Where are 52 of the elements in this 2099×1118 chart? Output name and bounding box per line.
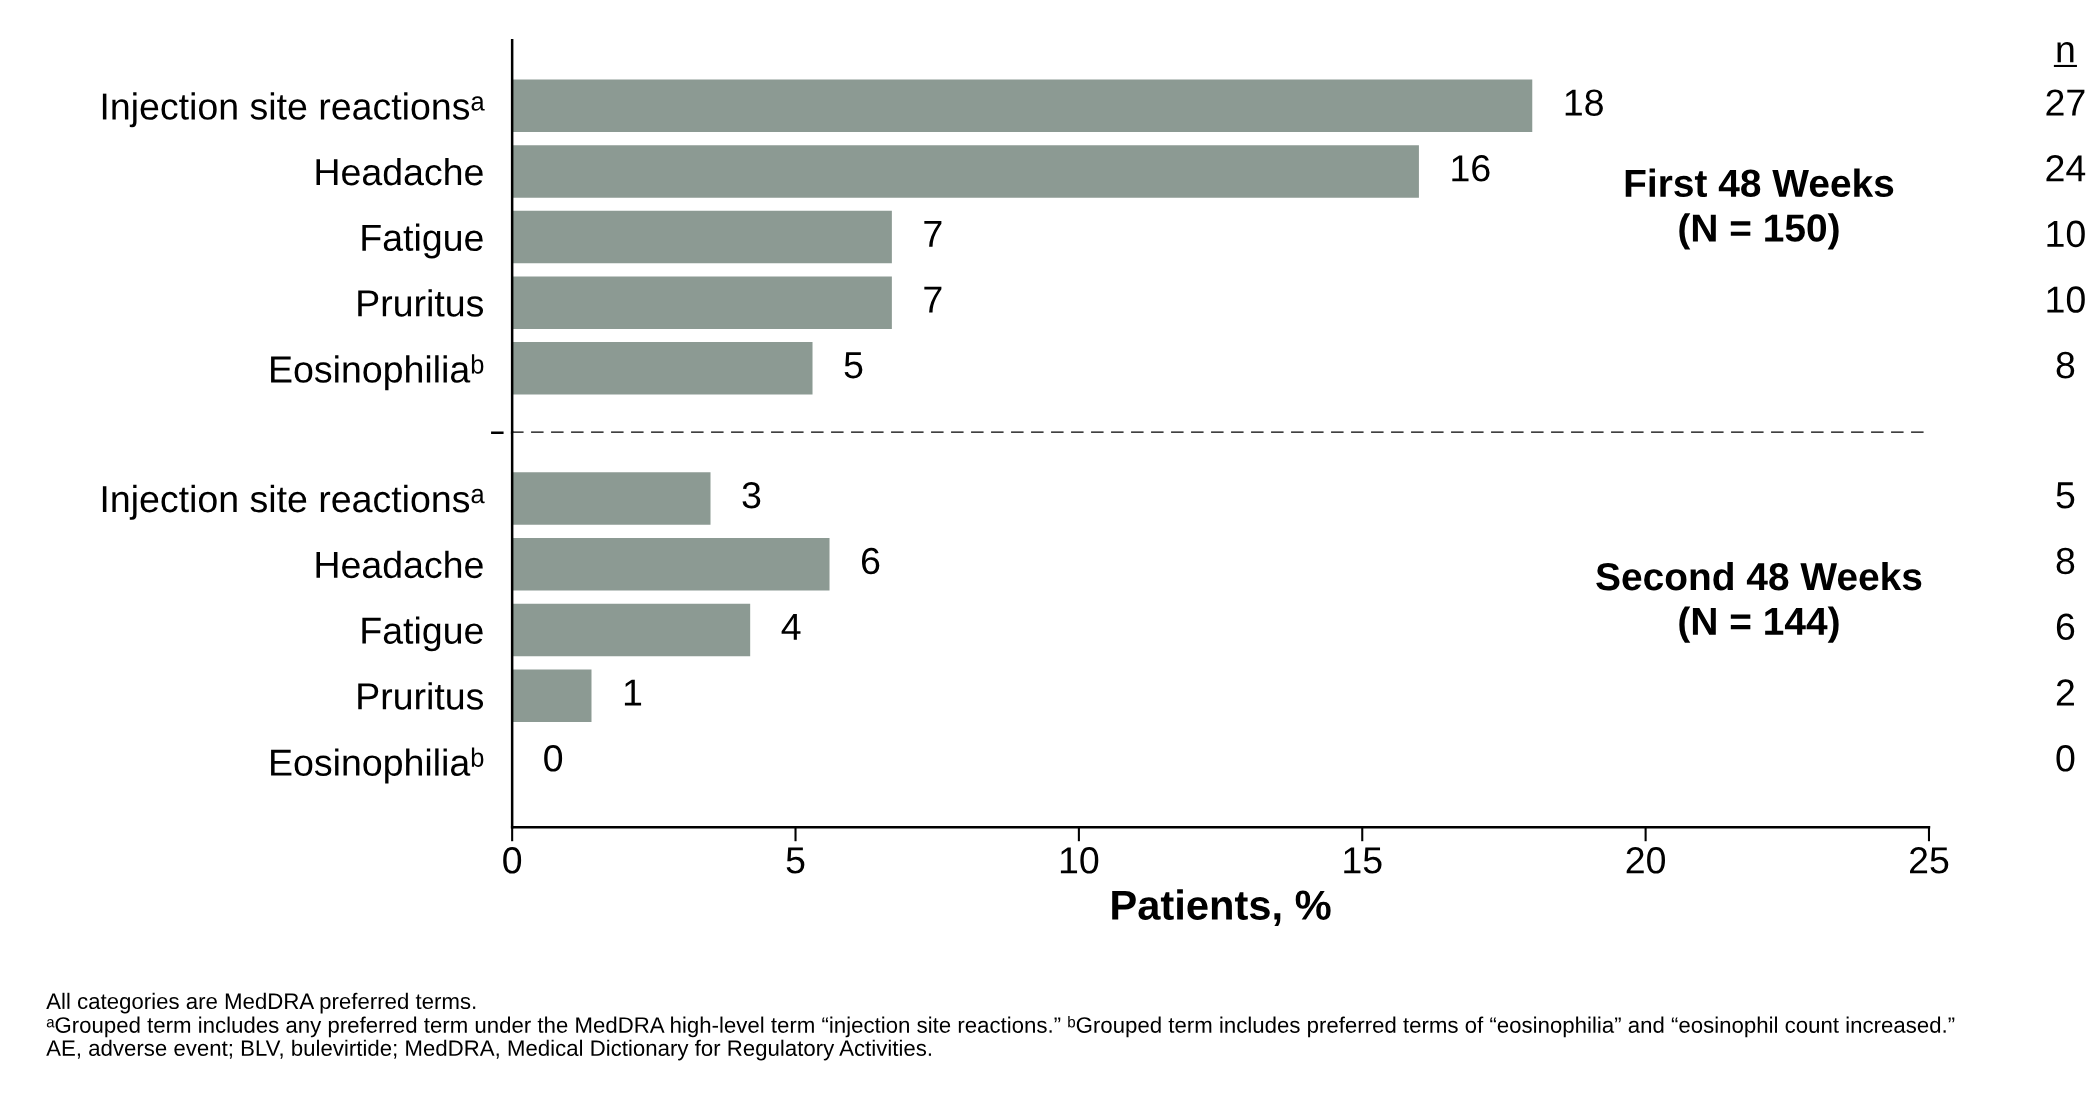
y-tick-label: Eosinophiliaᵇ xyxy=(271,747,484,784)
text: 2 xyxy=(2056,679,2074,706)
data-label: 7 xyxy=(924,221,942,247)
text: First 48 Weeks (N = 150) xyxy=(1625,168,1894,250)
x-tick-label: 5 xyxy=(786,847,805,874)
y-tick-label: Eosinophiliaᵇ xyxy=(271,354,484,391)
text: 8 xyxy=(2056,547,2075,575)
x-tick-label: 15 xyxy=(1344,847,1382,874)
data-label: 3 xyxy=(742,481,761,509)
data-label: 4 xyxy=(781,613,801,640)
y-tick-label: Headache xyxy=(316,157,483,186)
bar xyxy=(512,472,711,525)
text: 24 xyxy=(2046,155,2086,182)
data-label: 6 xyxy=(861,547,880,575)
bar xyxy=(512,669,592,723)
text: 10 xyxy=(2047,286,2085,313)
text: 5 xyxy=(2056,482,2075,509)
data-label: 0 xyxy=(544,745,563,772)
y-tick-label: Pruritus xyxy=(358,682,484,710)
text: AE, adverse event; BLV, bulevirtide; MedDRA, Medical Dictionary for Regulatory Activities. xyxy=(46,1039,931,1061)
data-label: 7 xyxy=(924,286,942,313)
data-label: 1 xyxy=(624,679,642,706)
bar xyxy=(512,537,830,591)
text: 0 xyxy=(2056,745,2075,772)
bar xyxy=(512,210,892,264)
bar xyxy=(512,276,892,329)
text: 27 xyxy=(2046,89,2085,116)
data-label: 18 xyxy=(1565,89,1603,116)
bar xyxy=(512,342,813,395)
text: ᵃGrouped term includes any preferred term under the MedDRA high-level term “injection site reactions.” ᵇGrouped term includes preferred terms of “eosinophilia” and “eosinophil count increased.” xyxy=(46,1016,1955,1038)
data-label: 5 xyxy=(844,352,863,379)
y-tick-label: Fatigue xyxy=(362,223,483,259)
y-tick-label: Injection site reactionsᵃ xyxy=(102,92,485,128)
y-tick-label: Injection site reactionsᵃ xyxy=(102,484,485,520)
bar xyxy=(512,603,751,657)
y-tick-label: Fatigue xyxy=(362,616,483,652)
text: 8 xyxy=(2056,351,2075,379)
x-tick-label: 20 xyxy=(1626,847,1666,874)
x-tick-label: 25 xyxy=(1910,847,1949,874)
x-axis-title: Patients, % xyxy=(1112,889,1331,927)
y-tick-label: Pruritus xyxy=(358,289,484,317)
data-label: 16 xyxy=(1452,155,1490,182)
x-tick-label: 0 xyxy=(503,847,522,874)
text: Second 48 Weeks (N = 144) xyxy=(1596,561,1922,643)
y-tick-label: Headache xyxy=(316,550,483,579)
text: 6 xyxy=(2056,613,2075,641)
text: 10 xyxy=(2047,220,2085,248)
bar xyxy=(512,79,1533,133)
text: All categories are MedDRA preferred terms. xyxy=(46,992,476,1014)
x-tick-label: 10 xyxy=(1060,847,1099,874)
bar xyxy=(512,145,1419,198)
text: n xyxy=(2057,42,2074,63)
